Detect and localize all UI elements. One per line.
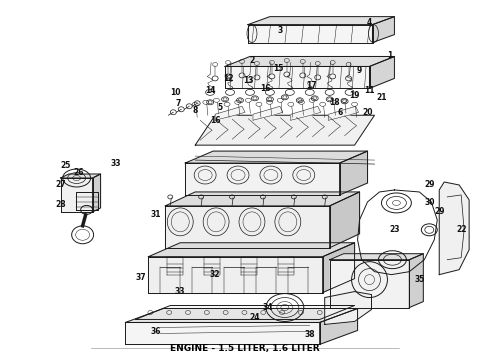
Polygon shape bbox=[185, 163, 340, 195]
Polygon shape bbox=[125, 323, 319, 345]
Text: 34: 34 bbox=[263, 303, 273, 312]
Polygon shape bbox=[340, 151, 368, 195]
Text: 10: 10 bbox=[170, 88, 180, 97]
Text: 21: 21 bbox=[376, 93, 387, 102]
Text: 16: 16 bbox=[210, 116, 220, 125]
Text: 18: 18 bbox=[329, 98, 340, 107]
Text: 13: 13 bbox=[243, 76, 253, 85]
Polygon shape bbox=[148, 243, 355, 257]
Polygon shape bbox=[372, 17, 394, 42]
Text: 27: 27 bbox=[55, 180, 66, 189]
Text: 9: 9 bbox=[357, 66, 362, 75]
Polygon shape bbox=[248, 17, 394, 24]
Polygon shape bbox=[185, 151, 368, 163]
Polygon shape bbox=[253, 106, 283, 120]
Polygon shape bbox=[61, 174, 100, 178]
Polygon shape bbox=[330, 260, 409, 307]
Text: 11: 11 bbox=[364, 86, 375, 95]
Polygon shape bbox=[165, 192, 360, 206]
Text: 14: 14 bbox=[205, 86, 216, 95]
Text: 23: 23 bbox=[389, 225, 400, 234]
Polygon shape bbox=[323, 243, 355, 293]
Text: 16: 16 bbox=[260, 84, 270, 93]
Text: 5: 5 bbox=[218, 103, 222, 112]
Text: 1: 1 bbox=[387, 51, 392, 60]
Text: 15: 15 bbox=[273, 64, 283, 73]
Text: 17: 17 bbox=[306, 81, 317, 90]
Polygon shape bbox=[330, 192, 360, 248]
Polygon shape bbox=[225, 57, 394, 67]
Text: 33: 33 bbox=[110, 158, 121, 167]
Polygon shape bbox=[195, 115, 374, 145]
Polygon shape bbox=[215, 106, 245, 120]
Text: 7: 7 bbox=[175, 99, 181, 108]
Polygon shape bbox=[61, 178, 93, 212]
Text: 33: 33 bbox=[175, 287, 186, 296]
Polygon shape bbox=[325, 292, 371, 324]
Text: 2: 2 bbox=[249, 56, 255, 65]
Text: 26: 26 bbox=[74, 167, 84, 176]
Text: 12: 12 bbox=[223, 74, 233, 83]
Text: 22: 22 bbox=[456, 225, 466, 234]
Polygon shape bbox=[369, 57, 394, 88]
Polygon shape bbox=[330, 254, 423, 260]
Text: 19: 19 bbox=[349, 91, 360, 100]
Text: 30: 30 bbox=[424, 198, 435, 207]
Text: 36: 36 bbox=[150, 327, 161, 336]
Text: 35: 35 bbox=[414, 275, 424, 284]
Text: 32: 32 bbox=[210, 270, 220, 279]
Text: 25: 25 bbox=[60, 161, 71, 170]
Polygon shape bbox=[248, 24, 372, 42]
Text: 29: 29 bbox=[434, 207, 444, 216]
Text: ENGINE - 1.5 LITER, 1.6 LITER: ENGINE - 1.5 LITER, 1.6 LITER bbox=[170, 344, 320, 353]
Polygon shape bbox=[93, 174, 100, 212]
Text: 3: 3 bbox=[277, 26, 283, 35]
Text: 31: 31 bbox=[150, 210, 161, 219]
Text: 4: 4 bbox=[367, 18, 372, 27]
Polygon shape bbox=[148, 257, 323, 293]
Polygon shape bbox=[165, 206, 330, 248]
Polygon shape bbox=[439, 182, 469, 275]
Polygon shape bbox=[319, 309, 358, 345]
Polygon shape bbox=[409, 254, 423, 307]
Text: 8: 8 bbox=[193, 106, 198, 115]
Polygon shape bbox=[135, 306, 355, 319]
Text: 29: 29 bbox=[424, 180, 435, 189]
Text: 24: 24 bbox=[250, 313, 260, 322]
Text: 37: 37 bbox=[135, 273, 146, 282]
Text: 28: 28 bbox=[55, 201, 66, 210]
Text: 6: 6 bbox=[337, 108, 342, 117]
Polygon shape bbox=[125, 309, 358, 323]
Text: 20: 20 bbox=[362, 108, 373, 117]
Polygon shape bbox=[329, 106, 359, 120]
Polygon shape bbox=[291, 106, 321, 120]
Polygon shape bbox=[225, 67, 369, 88]
Text: 38: 38 bbox=[304, 330, 315, 339]
